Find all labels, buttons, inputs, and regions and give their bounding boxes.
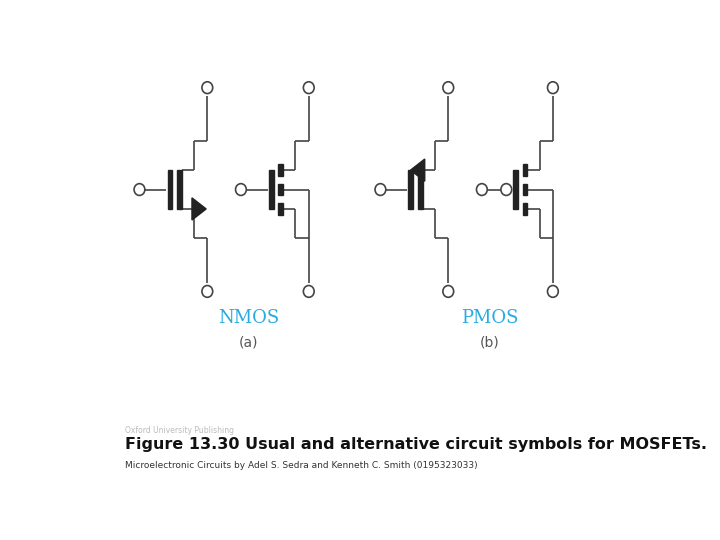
Text: NMOS: NMOS	[218, 309, 279, 327]
Circle shape	[303, 82, 314, 93]
Bar	[523, 203, 527, 215]
Polygon shape	[410, 159, 425, 181]
Bar	[523, 164, 527, 176]
Bar	[269, 170, 274, 209]
Text: Microelectronic Circuits by Adel S. Sedra and Kenneth C. Smith (0195323033): Microelectronic Circuits by Adel S. Sedr…	[125, 461, 477, 470]
Circle shape	[134, 184, 145, 195]
Text: Oxford University Publishing: Oxford University Publishing	[125, 426, 234, 435]
Circle shape	[443, 286, 454, 298]
Text: PMOS: PMOS	[461, 309, 518, 327]
Circle shape	[235, 184, 246, 195]
Circle shape	[501, 184, 512, 195]
Circle shape	[303, 286, 314, 298]
Bar	[279, 203, 283, 215]
Bar	[523, 184, 527, 195]
Bar	[279, 164, 283, 176]
Text: Figure 13.30 Usual and alternative circuit symbols for MOSFETs.: Figure 13.30 Usual and alternative circu…	[125, 437, 707, 452]
Bar	[168, 170, 172, 209]
Circle shape	[375, 184, 386, 195]
Bar	[418, 170, 423, 209]
Circle shape	[443, 82, 454, 93]
Bar	[279, 184, 283, 195]
Text: (a): (a)	[239, 335, 258, 349]
Bar	[408, 170, 413, 209]
Bar	[513, 170, 518, 209]
Circle shape	[202, 82, 212, 93]
Circle shape	[547, 286, 558, 298]
Circle shape	[547, 82, 558, 93]
Bar	[177, 170, 181, 209]
Circle shape	[202, 286, 212, 298]
Text: (b): (b)	[480, 335, 500, 349]
Polygon shape	[192, 198, 206, 220]
Circle shape	[477, 184, 487, 195]
